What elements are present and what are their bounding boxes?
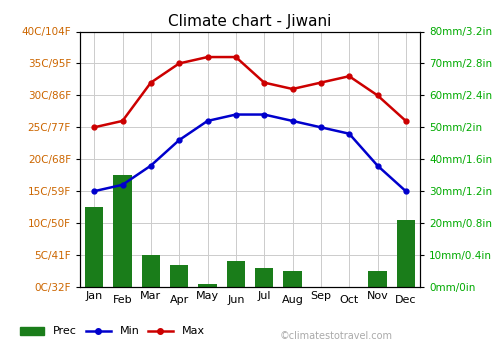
Text: Feb: Feb — [112, 295, 132, 304]
Text: Jul: Jul — [258, 291, 271, 301]
Text: Apr: Apr — [170, 295, 189, 304]
Bar — [284, 271, 302, 287]
Bar — [85, 207, 103, 287]
Bar — [114, 175, 132, 287]
Text: Oct: Oct — [340, 295, 359, 304]
Text: Sep: Sep — [310, 291, 332, 301]
Legend: Prec, Min, Max: Prec, Min, Max — [16, 322, 209, 341]
Text: Jun: Jun — [227, 295, 244, 304]
Text: ©climatestotravel.com: ©climatestotravel.com — [280, 331, 393, 341]
Bar — [255, 268, 274, 287]
Title: Climate chart - Jiwani: Climate chart - Jiwani — [168, 14, 332, 29]
Text: Dec: Dec — [395, 295, 416, 304]
Text: Nov: Nov — [366, 291, 388, 301]
Bar — [198, 284, 216, 287]
Text: Aug: Aug — [282, 295, 304, 304]
Bar — [368, 271, 386, 287]
Text: Mar: Mar — [140, 291, 162, 301]
Bar — [170, 265, 188, 287]
Text: May: May — [196, 291, 219, 301]
Bar — [226, 261, 245, 287]
Bar — [142, 255, 160, 287]
Bar — [396, 220, 415, 287]
Text: Jan: Jan — [86, 291, 103, 301]
